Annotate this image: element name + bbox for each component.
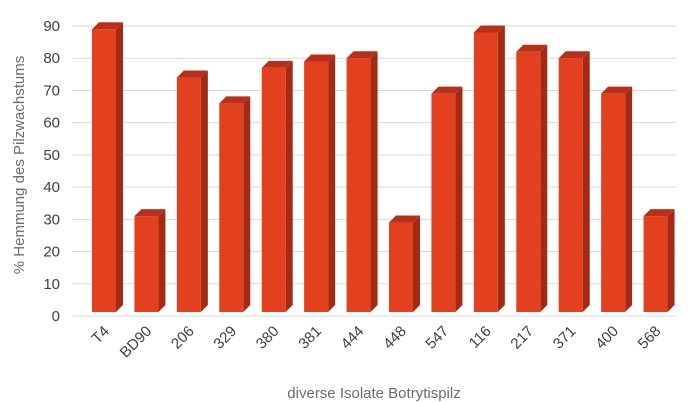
x-tick-label: T4 [88, 323, 112, 347]
bar-top [261, 60, 293, 68]
bar-side [285, 60, 293, 313]
y-tick-label: 60 [43, 115, 60, 132]
x-tick-label: 444 [338, 323, 368, 353]
bar-top [473, 25, 505, 33]
bar-front [601, 93, 626, 313]
bar-front [431, 93, 456, 313]
bar-front [261, 67, 286, 312]
bar-front [346, 58, 371, 312]
bar-top [558, 51, 590, 59]
bar [134, 209, 166, 312]
bar-top [92, 22, 123, 30]
bar [558, 51, 590, 312]
bar [346, 51, 378, 312]
bar-top [346, 51, 378, 59]
x-tick-label: 380 [253, 323, 283, 353]
bar-top [219, 96, 251, 104]
x-axis-title: diverse Isolate Botrytispilz [287, 385, 460, 402]
bar-side [582, 51, 590, 312]
bar-top [389, 215, 420, 223]
bars [92, 22, 675, 313]
y-tick-label: 0 [52, 308, 60, 325]
bar [176, 70, 208, 312]
bar-front [134, 216, 159, 312]
bar-side [540, 44, 548, 313]
bar-top [516, 44, 548, 52]
bar [261, 60, 293, 313]
bar-side [667, 209, 675, 312]
x-tick-label: 547 [423, 323, 453, 353]
y-tick-label: 30 [43, 211, 60, 228]
bar-top [431, 86, 463, 94]
x-tick-label: 381 [295, 323, 325, 353]
bar-front [92, 29, 116, 312]
bar-front [558, 58, 583, 312]
y-tick-label: 90 [43, 18, 60, 35]
bar [389, 215, 420, 312]
x-tick-label: 568 [635, 323, 665, 353]
bar-front [643, 216, 668, 312]
x-tick-label: BD90 [117, 323, 156, 362]
y-axis-ticks: 0 10 20 30 40 50 60 70 80 90 [43, 18, 60, 325]
x-tick-label: 116 [466, 323, 495, 352]
bar [304, 54, 336, 312]
bar-side [370, 51, 378, 312]
y-tick-label: 40 [43, 179, 60, 196]
bar-side [200, 70, 208, 312]
x-tick-label: 206 [168, 323, 198, 353]
bar-side [243, 96, 251, 312]
y-tick-label: 80 [43, 50, 60, 67]
bar-side [413, 215, 420, 312]
bar-side [158, 209, 166, 312]
bar-side [625, 86, 633, 313]
bar-front [219, 103, 244, 312]
bar [473, 25, 505, 312]
y-axis-title: % Hemmung des Pilzwachstums [11, 56, 28, 274]
x-tick-label: 448 [380, 323, 410, 353]
x-tick-label: 217 [507, 323, 537, 353]
y-tick-label: 20 [43, 244, 60, 261]
x-axis-ticks: T4 BD90 206 329 380 381 444 448 547 116 217 371 400 5… [88, 323, 664, 362]
bar [516, 44, 548, 313]
bar-side [455, 86, 463, 313]
bar-side [328, 54, 336, 312]
bar-side [497, 25, 505, 312]
y-tick-label: 50 [43, 147, 60, 164]
bar-front [176, 77, 201, 312]
x-tick-label: 329 [210, 323, 240, 353]
bar-front [473, 32, 498, 312]
bar-top [176, 70, 208, 78]
bar [643, 209, 675, 312]
bar-front [304, 61, 329, 312]
y-tick-label: 70 [43, 82, 60, 99]
bar-top [134, 209, 166, 217]
y-tick-label: 10 [43, 276, 60, 293]
bar [219, 96, 251, 312]
bar [92, 22, 123, 312]
bar-top [643, 209, 675, 217]
bar [601, 86, 633, 313]
bar-top [304, 54, 336, 62]
bar-top [601, 86, 633, 94]
bar-front [516, 51, 541, 313]
bar [431, 86, 463, 313]
bar-side [116, 22, 123, 312]
x-tick-label: 371 [550, 323, 580, 353]
x-tick-label: 400 [592, 323, 622, 353]
bar-front [389, 222, 413, 312]
